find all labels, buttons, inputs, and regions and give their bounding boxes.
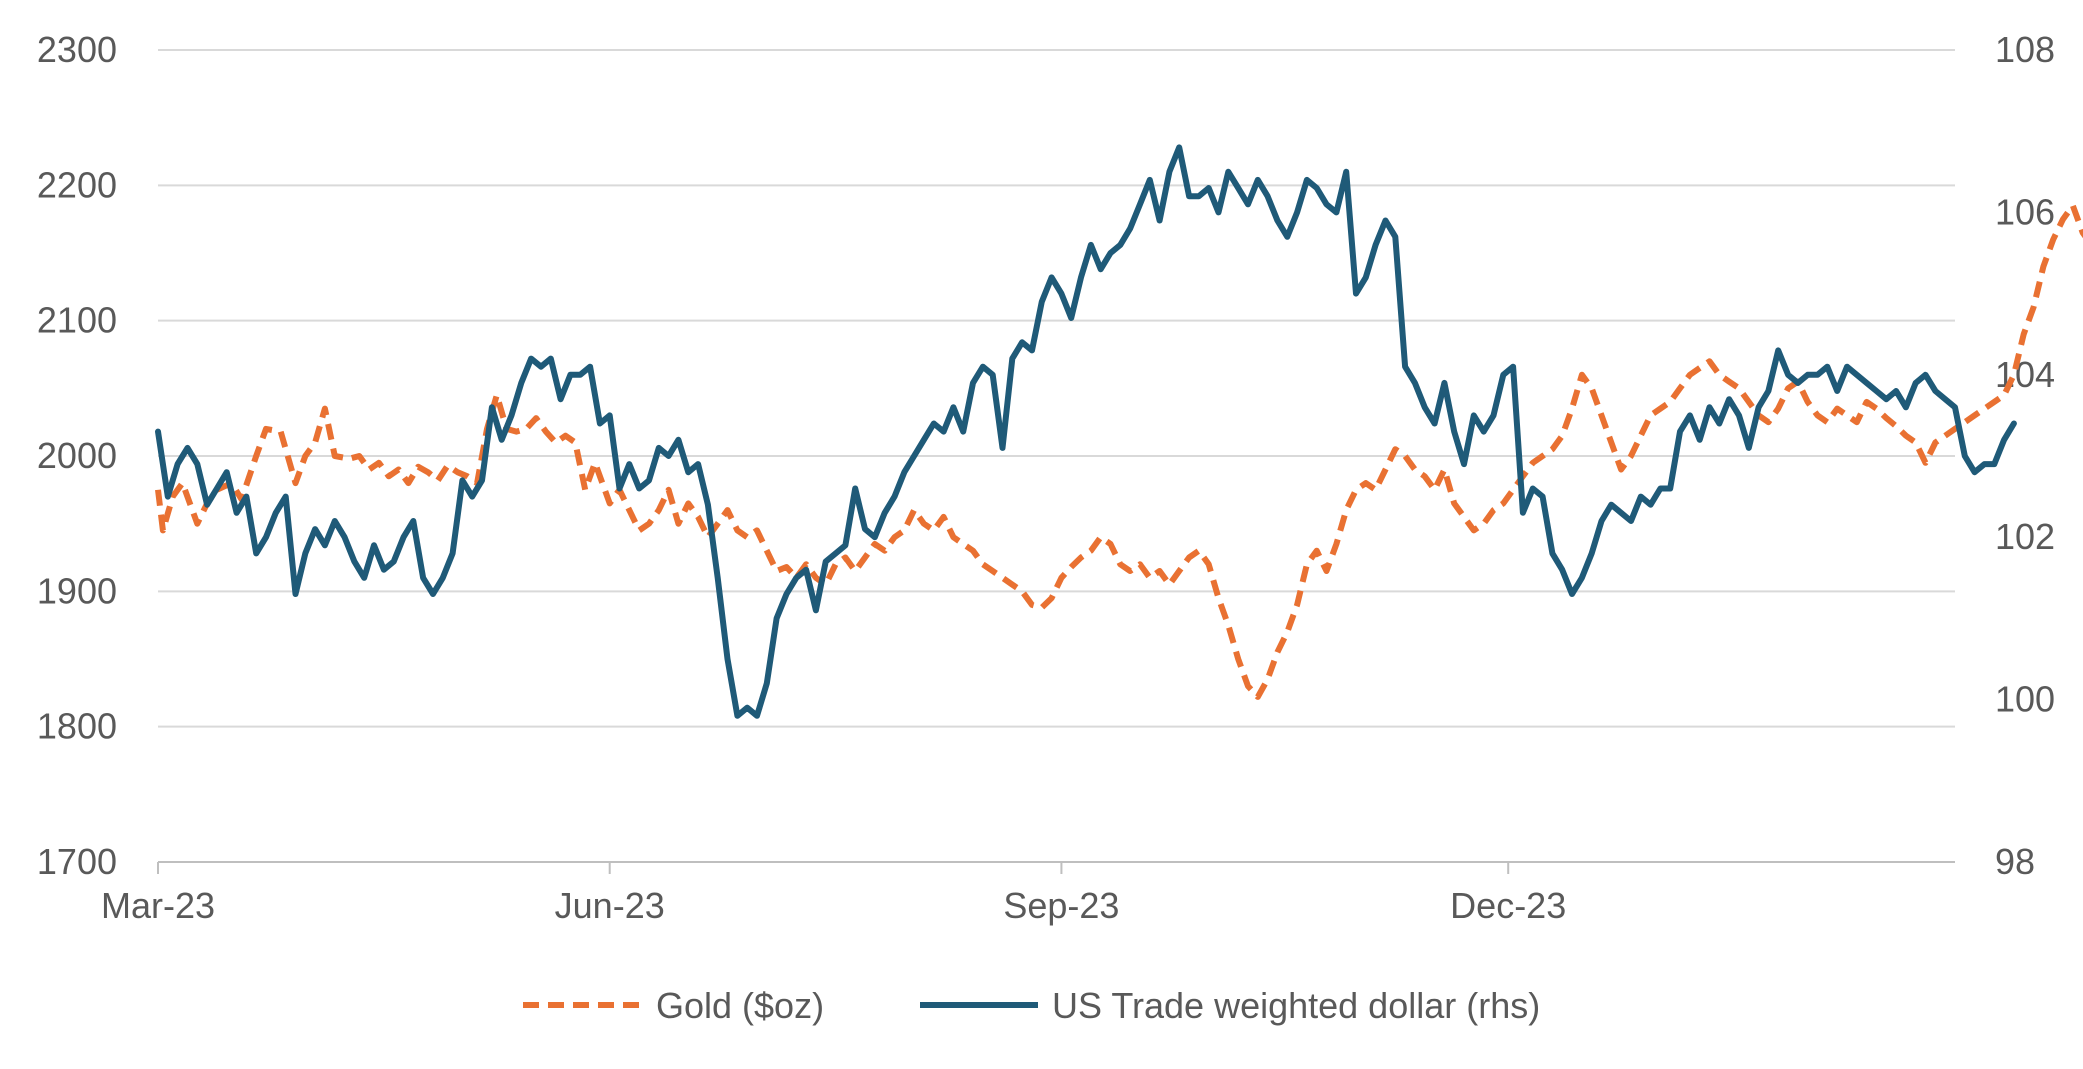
gridlines [158,49,1955,728]
left-tick-label: 2000 [37,435,117,476]
right-tick-label: 100 [1995,679,2055,720]
left-tick-label: 1900 [37,570,117,611]
left-tick-label: 1700 [37,841,117,882]
x-tick-label: Jun-23 [555,885,665,926]
right-tick-label: 102 [1995,516,2055,557]
legend: Gold ($oz) US Trade weighted dollar (rhs) [523,985,1540,1026]
right-tick-label: 108 [1995,29,2055,70]
left-axis-ticks: 1700 1800 1900 2000 2100 2200 2300 [37,29,117,882]
left-tick-label: 2200 [37,164,117,205]
x-tick-label: Mar-23 [101,885,215,926]
legend-usd-label: US Trade weighted dollar (rhs) [1052,985,1540,1026]
usd-series-line [155,144,2017,719]
x-tick-label: Sep-23 [1003,885,1119,926]
left-tick-label: 2300 [37,29,117,70]
series-layer [155,144,2083,719]
left-tick-label: 2100 [37,300,117,341]
left-tick-label: 1800 [37,706,117,747]
x-axis-ticks: Mar-23 Jun-23 Sep-23 Dec-23 [101,862,1566,926]
right-tick-label: 98 [1995,841,2035,882]
x-tick-label: Dec-23 [1450,885,1566,926]
right-tick-label: 106 [1995,191,2055,232]
legend-gold-label: Gold ($oz) [656,985,824,1026]
gold-series-line [155,202,2083,700]
